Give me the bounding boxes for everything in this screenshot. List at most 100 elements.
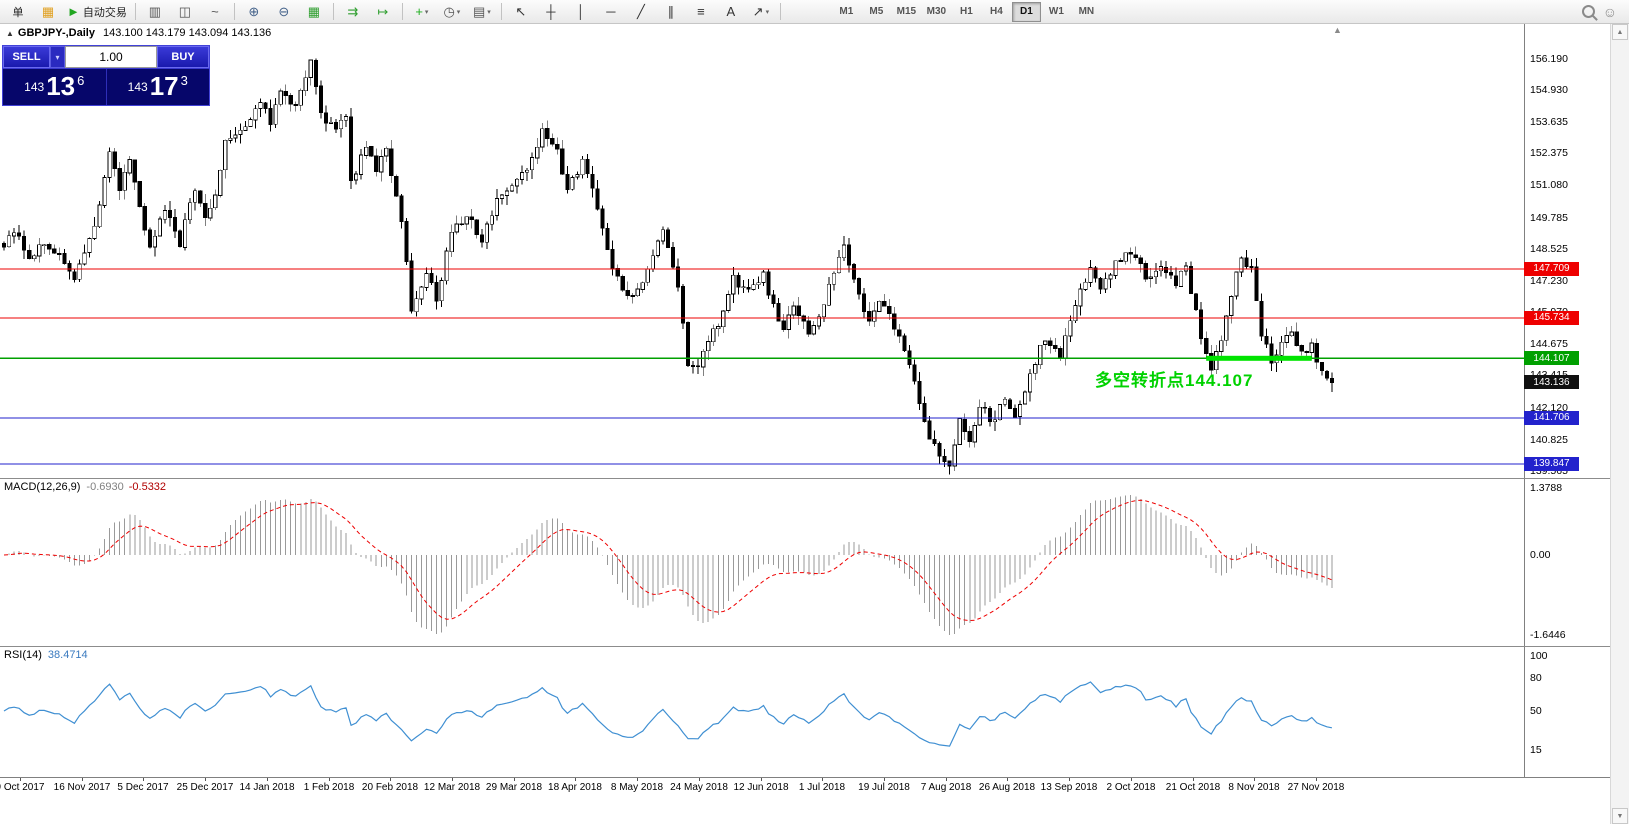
date-axis-label: 27 Nov 2018 <box>1287 782 1345 793</box>
time-axis[interactable]: 9 Oct 2017 16 Nov 2017 5 Dec 2017 25 Dec 20… <box>0 777 1610 797</box>
templates-button[interactable]: ▤ ▾ <box>468 1 496 23</box>
vertical-scrollbar[interactable]: ▲ ▼ <box>1610 24 1629 824</box>
date-tick <box>946 778 947 781</box>
channel-glyph: ∥ <box>667 3 675 19</box>
buy-price-base: 143 <box>127 80 148 94</box>
collapse-trade-panel-icon[interactable]: ▲ <box>6 29 14 38</box>
zoom-out-button[interactable]: ⊖ <box>270 1 298 23</box>
arrows-glyph: ↗ <box>752 3 764 19</box>
sell-price-big: 13 <box>46 71 76 101</box>
sell-button[interactable]: SELL <box>3 46 50 68</box>
date-axis-label: 8 May 2018 <box>610 782 664 793</box>
date-axis-label: 24 May 2018 <box>670 782 728 793</box>
price-line-badge: 144.107 <box>1524 351 1579 366</box>
text-button[interactable]: A <box>717 1 745 23</box>
community-icon[interactable]: ☺ <box>1602 3 1617 20</box>
date-tick <box>822 778 823 781</box>
panel-separator[interactable] <box>0 478 1610 479</box>
macd-axis-label: 1.3788 <box>1530 482 1563 494</box>
trendline-button[interactable]: ╱ <box>627 1 655 23</box>
fibonacci-button[interactable]: ≡ <box>687 1 715 23</box>
date-tick <box>82 778 83 781</box>
bars-chart-button[interactable]: ▥ <box>141 1 169 23</box>
periods-button[interactable]: ◷ ▾ <box>438 1 466 23</box>
auto-scroll-button[interactable]: ⇉ <box>339 1 367 23</box>
timeframe-h1[interactable]: H1 <box>959 6 973 17</box>
chart-shortcut-icon[interactable]: ▦ <box>34 1 62 23</box>
date-axis-label: 2 Oct 2018 <box>1106 782 1156 793</box>
macd-indicator-panel[interactable] <box>0 479 1524 646</box>
toolbar-separator <box>233 3 235 20</box>
buy-price-button[interactable]: 143 17 3 <box>107 69 210 105</box>
toolbar-separator <box>500 3 502 20</box>
chart-caption: ▲ GBPJPY-,Daily 143.100 143.179 143.094 14… <box>6 27 271 39</box>
timeframe-mn[interactable]: MN <box>1078 6 1095 17</box>
chart-shift-button[interactable]: ↦ <box>369 1 397 23</box>
date-axis-label: 13 Sep 2018 <box>1040 782 1098 793</box>
buy-button[interactable]: BUY <box>157 46 209 68</box>
chart-shift-marker[interactable]: ▲ <box>1333 25 1342 35</box>
timeframe-d1[interactable]: D1 <box>1011 1 1041 22</box>
date-tick <box>637 778 638 781</box>
search-icon[interactable] <box>1581 5 1595 18</box>
date-tick <box>20 778 21 781</box>
rsi-axis-label: 100 <box>1530 650 1548 662</box>
rsi-indicator-panel[interactable] <box>0 647 1524 777</box>
date-tick <box>1069 778 1070 781</box>
pivot-annotation: 多空转折点144.107 <box>1095 371 1254 391</box>
crosshair-glyph: ┼ <box>546 4 556 19</box>
timeframe-m1[interactable]: M1 <box>839 6 854 17</box>
date-tick <box>452 778 453 781</box>
rsi-title: RSI(14) <box>4 649 42 661</box>
chart-shift-glyph: ↦ <box>377 3 389 19</box>
line-chart-button[interactable]: ~ <box>201 1 229 23</box>
text-glyph: A <box>726 4 736 19</box>
macd-title: MACD(12,26,9) <box>4 481 81 493</box>
date-axis-label: 12 Jun 2018 <box>733 782 789 793</box>
vertical-line-button[interactable]: │ <box>567 1 595 23</box>
horizontal-line-button[interactable]: ─ <box>597 1 625 23</box>
arrows-button[interactable]: ↗ ▾ <box>747 1 775 23</box>
crosshair-button[interactable]: ┼ <box>537 1 565 23</box>
date-tick <box>143 778 144 781</box>
timeframe-w1[interactable]: W1 <box>1048 6 1064 17</box>
ohlc-values: 143.100 143.179 143.094 143.136 <box>102 27 272 39</box>
date-tick <box>1316 778 1317 781</box>
channel-button[interactable]: ∥ <box>657 1 685 23</box>
dropdown-caret-icon: ▾ <box>424 8 429 16</box>
date-axis-label: 1 Jul 2018 <box>798 782 846 793</box>
timeframe-m30[interactable]: M30 <box>926 6 947 17</box>
price-axis[interactable] <box>1524 24 1611 797</box>
timeframe-m15[interactable]: M15 <box>896 6 917 17</box>
autotrading-button[interactable]: ► 自动交易 <box>64 1 130 23</box>
scroll-up-button[interactable]: ▲ <box>1612 24 1628 40</box>
candlestick-chart[interactable] <box>0 24 1524 478</box>
timeframe-h4[interactable]: H4 <box>989 6 1003 17</box>
date-tick <box>390 778 391 781</box>
sell-price-button[interactable]: 143 13 6 <box>3 69 107 105</box>
cursor-button[interactable]: ↖ <box>507 1 535 23</box>
price-axis-label: 148.525 <box>1530 242 1568 255</box>
volume-input[interactable]: 1.00 <box>65 46 157 68</box>
candlestick-chart-button[interactable]: ◫ <box>171 1 199 23</box>
volume-dropdown[interactable]: ▾ <box>50 46 65 68</box>
panel-separator[interactable] <box>0 646 1610 647</box>
new-chart-button[interactable]: + ▾ <box>408 1 436 23</box>
date-tick <box>329 778 330 781</box>
date-axis-label: 14 Jan 2018 <box>239 782 295 793</box>
scroll-down-button[interactable]: ▼ <box>1612 808 1628 824</box>
candlestick-chart-glyph: ◫ <box>178 3 192 19</box>
price-line-badge: 139.847 <box>1524 456 1579 471</box>
tile-windows-button[interactable]: ▦ <box>300 1 328 23</box>
symbol-label: GBPJPY-,Daily <box>17 27 95 39</box>
timeframe-m5[interactable]: M5 <box>869 6 884 17</box>
price-axis-label: 147.230 <box>1530 274 1568 287</box>
bars-chart-glyph: ▥ <box>148 3 162 19</box>
price-axis-label: 142.120 <box>1530 401 1568 414</box>
zoom-in-button[interactable]: ⊕ <box>240 1 268 23</box>
new-order-button[interactable]: 单 <box>12 6 24 19</box>
price-axis-label: 153.635 <box>1530 116 1568 129</box>
templates-glyph: ▤ <box>472 3 486 19</box>
date-axis-label: 26 Aug 2018 <box>978 782 1036 793</box>
